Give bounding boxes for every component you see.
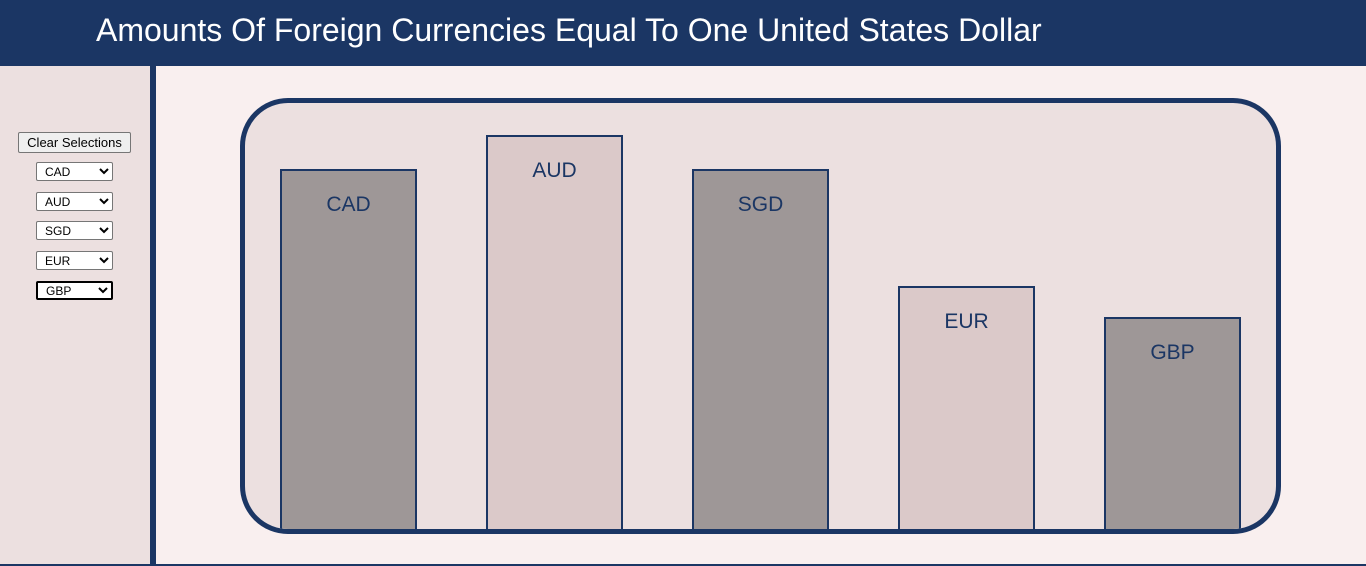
bar-cad: CAD	[280, 169, 417, 529]
currency-select-4[interactable]: EUR	[36, 251, 113, 270]
currency-select-1[interactable]: CAD	[36, 162, 113, 181]
bar-label-cad: CAD	[326, 193, 371, 216]
bar-sgd: SGD	[692, 169, 829, 529]
page-title: Amounts Of Foreign Currencies Equal To O…	[96, 12, 1042, 48]
sidebar: Clear Selections CAD AUD SGD EUR GBP	[0, 66, 156, 566]
bar-gbp: GBP	[1104, 317, 1241, 529]
bar-eur: EUR	[898, 286, 1035, 529]
bar-aud: AUD	[486, 135, 623, 529]
bar-label-gbp: GBP	[1150, 341, 1195, 364]
bottom-divider	[0, 564, 1366, 566]
currency-bar-chart: CAD AUD SGD EUR GBP	[240, 98, 1281, 534]
bar-label-eur: EUR	[944, 310, 989, 333]
bar-label-sgd: SGD	[737, 193, 784, 216]
currency-select-5[interactable]: GBP	[36, 281, 113, 300]
clear-selections-button[interactable]: Clear Selections	[18, 132, 131, 153]
currency-select-3[interactable]: SGD	[36, 221, 113, 240]
bar-label-aud: AUD	[532, 159, 577, 182]
header-bar: Amounts Of Foreign Currencies Equal To O…	[0, 0, 1366, 66]
currency-select-2[interactable]: AUD	[36, 192, 113, 211]
